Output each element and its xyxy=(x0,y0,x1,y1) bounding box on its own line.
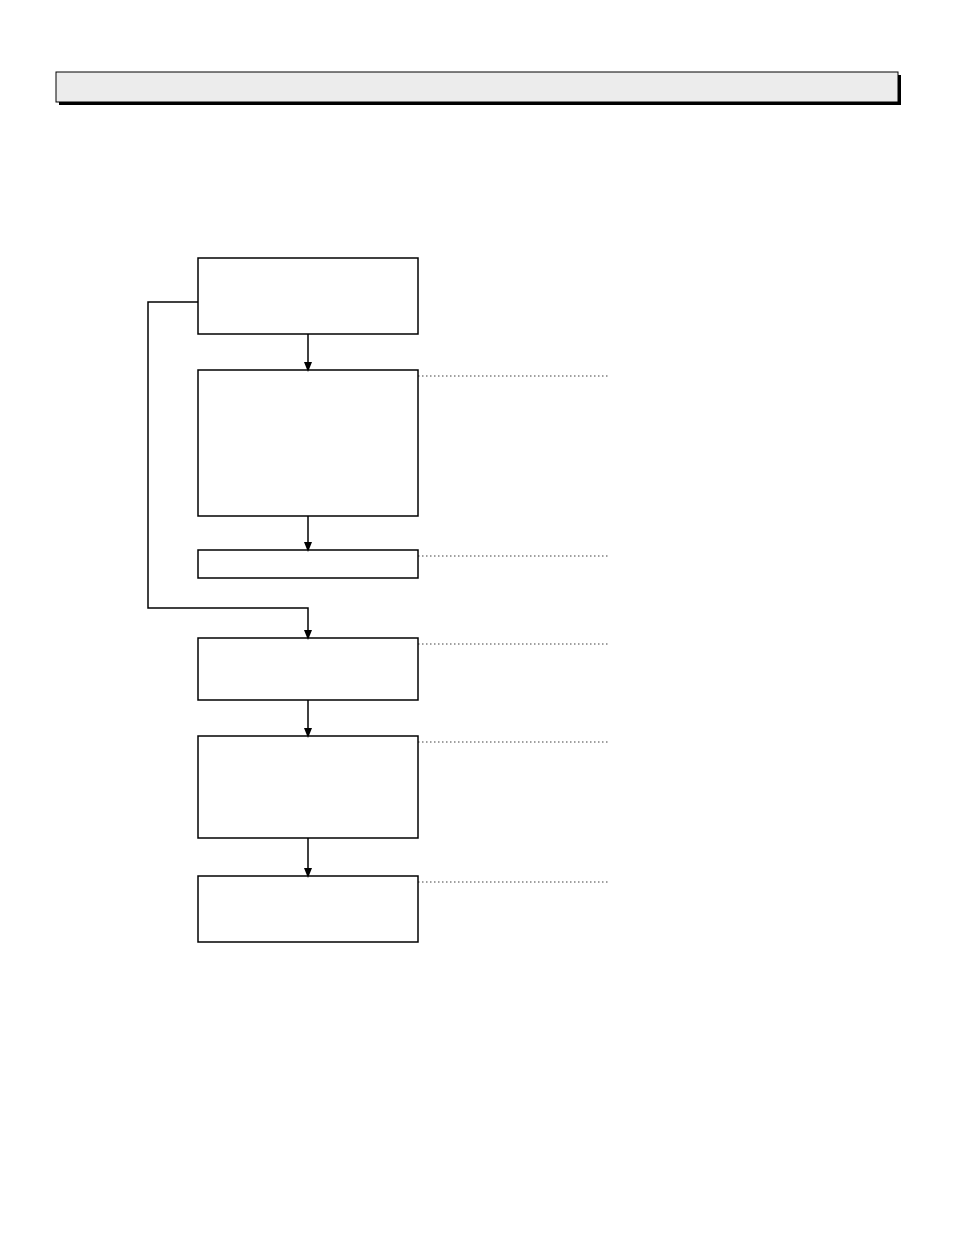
header-bar xyxy=(56,72,898,102)
flow-box-b6 xyxy=(198,876,418,942)
flow-box-b5 xyxy=(198,736,418,838)
flow-box-b3 xyxy=(198,550,418,578)
flow-box-b2 xyxy=(198,370,418,516)
flowchart-diagram xyxy=(0,0,954,1235)
flow-box-b4 xyxy=(198,638,418,700)
flow-box-b1 xyxy=(198,258,418,334)
side-connector xyxy=(148,302,308,638)
